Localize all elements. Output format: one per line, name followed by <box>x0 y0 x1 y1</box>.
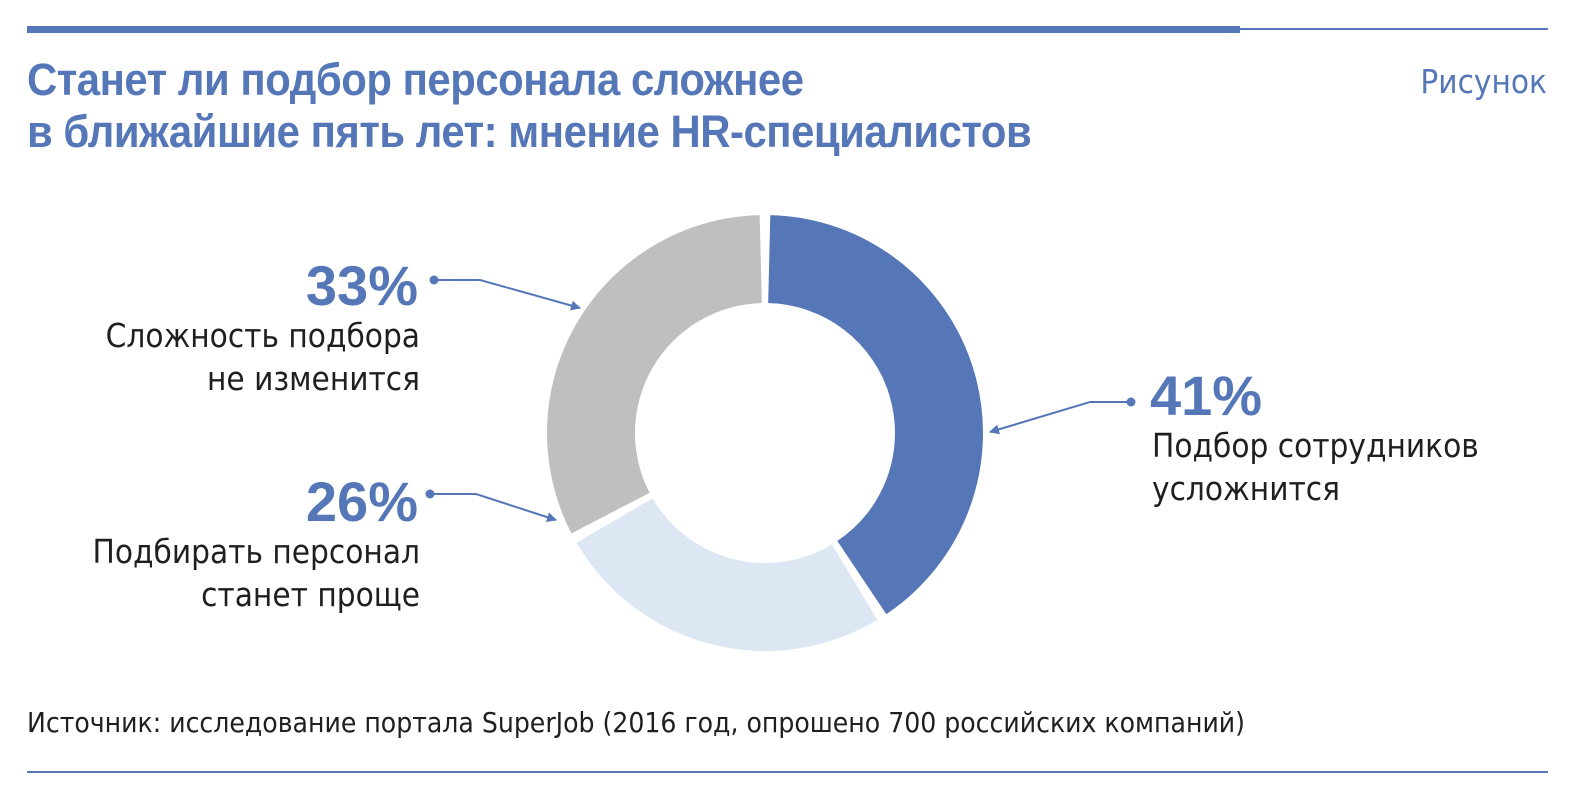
top-rule-thick <box>27 26 1240 33</box>
donut-slices <box>547 215 983 651</box>
figure-label: Рисунок <box>1420 62 1547 101</box>
category-label-harder: Подбор сотрудников усложнится <box>1152 424 1479 510</box>
category-label-same-line-1: Сложность подбора <box>105 316 420 355</box>
leader-line-harder <box>989 401 1131 435</box>
leader-line-same <box>434 279 581 311</box>
value-label-harder: 41% <box>1150 364 1263 427</box>
category-label-same: Сложность подбора не изменится <box>106 314 420 400</box>
chart-title-line-2: в ближайшие пять лет: мнение HR-специали… <box>27 106 1032 157</box>
slice-easier <box>576 498 878 651</box>
category-label-easier-line-2: станет проще <box>201 575 420 614</box>
value-label-same: 33% <box>305 254 418 317</box>
bottom-rule <box>27 771 1548 773</box>
slice-harder <box>768 215 983 615</box>
category-label-same-line-2: не изменится <box>206 359 420 398</box>
source-note: Источник: исследование портала SuperJob … <box>27 706 1245 739</box>
chart-title: Станет ли подбор персонала сложнее в бли… <box>27 54 1217 158</box>
category-label-easier-line-1: Подбирать персонал <box>92 532 421 571</box>
leader-line-easier <box>430 493 557 522</box>
chart-title-line-1: Станет ли подбор персонала сложнее <box>27 54 804 105</box>
top-rule-thin <box>1240 28 1548 30</box>
value-label-easier: 26% <box>305 470 418 533</box>
category-label-harder-line-2: усложнится <box>1152 469 1340 508</box>
category-label-easier: Подбирать персонал станет проще <box>93 530 421 616</box>
leader-lines <box>425 275 1136 522</box>
category-label-harder-line-1: Подбор сотрудников <box>1152 426 1479 465</box>
slice-same <box>547 215 762 534</box>
